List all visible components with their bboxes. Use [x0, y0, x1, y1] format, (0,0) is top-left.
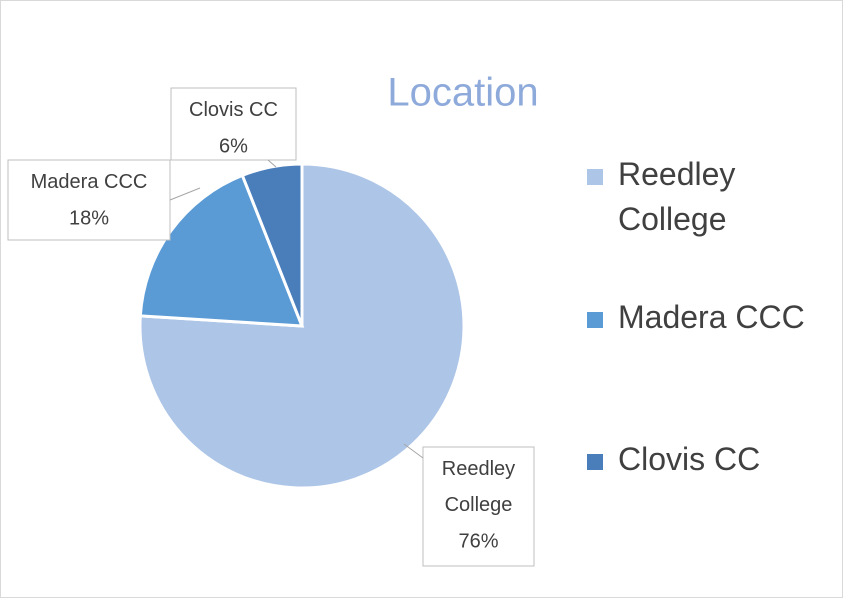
data-label-category: Madera CCC: [31, 171, 148, 193]
leader-line: [169, 187, 201, 201]
chart-title: Location: [387, 71, 538, 115]
data-label-box: [7, 159, 171, 241]
data-label-box: [422, 446, 535, 567]
pie-slice: [138, 173, 305, 328]
data-label-category: Clovis CC: [189, 99, 278, 121]
legend-label: Clovis CC: [618, 441, 760, 477]
legend-swatch: [587, 454, 603, 470]
legend-label: Madera CCC: [618, 299, 805, 335]
data-label-value: 76%: [458, 530, 498, 552]
data-label-value: 6%: [219, 135, 248, 157]
leader-line: [403, 443, 424, 459]
legend-swatch: [587, 312, 603, 328]
data-label-box: [170, 87, 297, 161]
legend-label: Reedley College: [618, 156, 735, 237]
data-label-category: Reedley College: [442, 458, 515, 516]
pie-slice: [240, 162, 304, 327]
data-label-value: 18%: [69, 207, 109, 229]
leader-line: [267, 159, 277, 168]
legend-swatch: [587, 169, 603, 185]
